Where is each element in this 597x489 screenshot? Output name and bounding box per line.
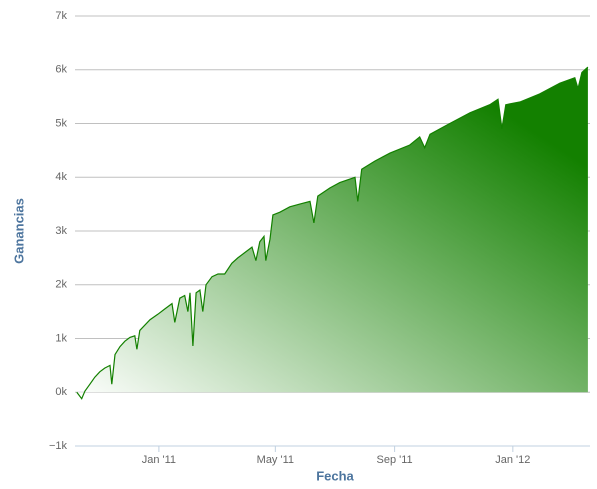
x-tick-label: Jan '11 [142, 454, 176, 466]
x-tick-label: Jan '12 [495, 454, 530, 466]
y-tick-label: 0k [55, 386, 67, 398]
y-tick-label: −1k [49, 440, 68, 452]
y-tick-label: 4k [55, 171, 67, 183]
area [76, 67, 588, 399]
x-axis-title: Fecha [316, 468, 354, 483]
y-tick-label: 5k [55, 117, 67, 129]
y-tick-label: 1k [55, 332, 67, 344]
y-tick-label: 3k [55, 225, 67, 237]
y-tick-label: 6k [55, 64, 67, 76]
x-tick-label: Sep '11 [377, 454, 413, 466]
y-axis-title: Ganancias [11, 198, 26, 264]
y-tick-label: 2k [55, 279, 67, 291]
y-tick-label: 7k [55, 10, 67, 22]
line [76, 66, 589, 400]
x-tick-label: May '11 [257, 454, 294, 466]
